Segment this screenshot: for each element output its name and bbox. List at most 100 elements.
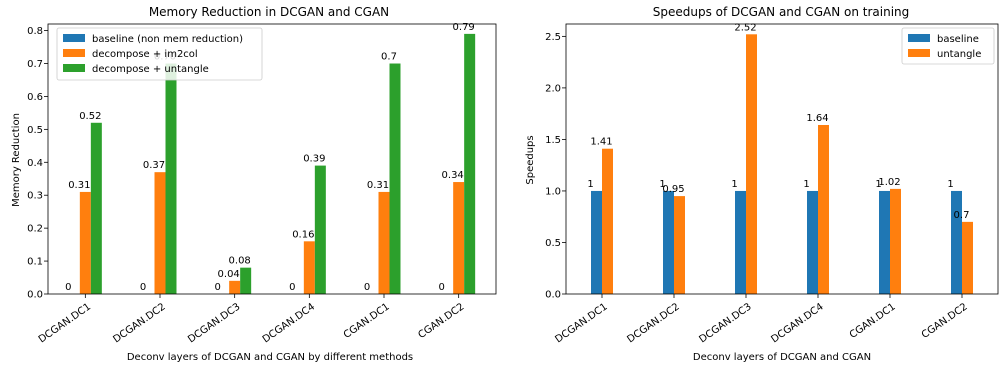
legend-entry: untangle xyxy=(937,49,981,60)
y-axis-label: Speedups xyxy=(525,135,536,184)
legend-swatch xyxy=(63,64,85,72)
x-tick-label: CGAN.DC2 xyxy=(416,301,466,341)
bar xyxy=(389,63,401,295)
chart-title: Memory Reduction in DCGAN and CGAN xyxy=(149,5,389,19)
x-tick-label: DCGAN.DC2 xyxy=(111,301,167,345)
data-label: 0.08 xyxy=(229,256,251,267)
data-label: 0 xyxy=(364,282,370,293)
data-label: 1 xyxy=(587,179,593,190)
data-label: 1 xyxy=(947,179,953,190)
data-label: 1 xyxy=(875,179,881,190)
y-tick-label: 2.5 xyxy=(545,32,561,43)
bars xyxy=(79,33,476,295)
bar xyxy=(602,148,613,294)
x-tick-label: DCGAN.DC3 xyxy=(697,301,753,345)
data-label: 1 xyxy=(803,179,809,190)
y-tick-label: 0.6 xyxy=(27,92,43,103)
bar xyxy=(890,188,901,294)
x-ticks: DCGAN.DC1 DCGAN.DC2 DCGAN.DC3 DCGAN.DC4 CGAN… xyxy=(553,294,970,345)
data-label: 1.41 xyxy=(590,137,612,148)
data-label: 0.7 xyxy=(954,210,970,221)
bar xyxy=(229,280,241,294)
bar xyxy=(154,172,166,294)
legend-entry: baseline xyxy=(937,34,979,45)
bar xyxy=(591,190,602,294)
legend-swatch xyxy=(908,34,930,42)
data-label: 0.95 xyxy=(662,184,684,195)
x-tick-label: DCGAN.DC2 xyxy=(625,301,681,345)
bar xyxy=(746,34,757,294)
data-label: 0.37 xyxy=(143,160,165,171)
bar xyxy=(314,165,326,294)
data-label: 0 xyxy=(140,282,146,293)
data-label: 0.79 xyxy=(453,22,475,33)
data-label: 0.34 xyxy=(442,170,464,181)
bar xyxy=(663,190,674,294)
speedups-chart: Speedups of DCGAN and CGAN on training S… xyxy=(525,5,999,363)
plot-frame xyxy=(565,23,999,295)
y-tick-label: 1.0 xyxy=(545,186,561,197)
bar xyxy=(453,182,465,294)
bar xyxy=(962,221,973,294)
y-tick-label: 0.3 xyxy=(27,191,43,202)
bar xyxy=(90,122,102,294)
legend-box xyxy=(56,27,263,81)
x-tick-label: DCGAN.DC4 xyxy=(261,301,317,345)
legend-swatch xyxy=(63,34,85,42)
data-label: 0.16 xyxy=(292,229,314,240)
data-label: 1.02 xyxy=(878,177,900,188)
bar xyxy=(165,63,177,295)
data-label: 0 xyxy=(65,282,71,293)
x-tick-label: DCGAN.DC4 xyxy=(769,301,825,345)
y-tick-label: 0.5 xyxy=(545,238,561,249)
x-tick-label: DCGAN.DC3 xyxy=(186,301,242,345)
y-tick-label: 1.5 xyxy=(545,135,561,146)
y-tick-label: 0.7 xyxy=(27,59,43,70)
bar xyxy=(879,190,890,294)
y-ticks: 0.0 0.1 0.2 0.3 0.4 0.5 0.6 0.7 0.8 xyxy=(27,26,48,301)
memory-reduction-chart: Memory Reduction in DCGAN and CGAN Memor… xyxy=(11,5,497,363)
x-ticks: DCGAN.DC1 DCGAN.DC2 DCGAN.DC3 DCGAN.DC4 CGAN… xyxy=(37,294,466,345)
legend: baseline (non mem reduction) decompose + … xyxy=(56,27,263,81)
y-axis-label: Memory Reduction xyxy=(11,113,22,207)
data-labels: 1 1 1 1 1 1 1.41 0.95 2.52 1.64 1.02 0.7 xyxy=(587,22,969,221)
x-tick-label: DCGAN.DC1 xyxy=(37,301,93,345)
data-label: 2.52 xyxy=(734,22,756,33)
data-label: 0.7 xyxy=(381,52,397,63)
legend-entry: decompose + im2col xyxy=(92,49,198,60)
data-label: 1 xyxy=(731,179,737,190)
data-label: 0 xyxy=(214,282,220,293)
legend: baseline untangle xyxy=(901,27,995,65)
data-label: 0.39 xyxy=(303,154,325,165)
data-label: 0 xyxy=(289,282,295,293)
data-label: 0.52 xyxy=(79,111,101,122)
x-axis-label: Deconv layers of DCGAN and CGAN by diffe… xyxy=(127,352,413,363)
bars xyxy=(591,34,973,294)
data-label: 0.31 xyxy=(68,180,90,191)
legend-swatch xyxy=(63,49,85,57)
y-tick-label: 0.4 xyxy=(27,158,43,169)
legend-swatch xyxy=(908,49,930,57)
bar xyxy=(735,190,746,294)
data-label: 0.04 xyxy=(218,269,240,280)
x-tick-label: DCGAN.DC1 xyxy=(553,301,609,345)
bar xyxy=(240,267,252,294)
data-label: 1 xyxy=(659,179,665,190)
legend-entry: decompose + untangle xyxy=(92,64,209,75)
legend-entry: baseline (non mem reduction) xyxy=(92,34,243,45)
bar xyxy=(378,191,390,294)
bar xyxy=(464,33,476,294)
y-ticks: 0.0 0.5 1.0 1.5 2.0 2.5 xyxy=(545,32,566,301)
data-label: 0 xyxy=(438,282,444,293)
chart-title: Speedups of DCGAN and CGAN on training xyxy=(653,5,910,19)
y-tick-label: 0.2 xyxy=(27,224,43,235)
x-tick-label: CGAN.DC1 xyxy=(342,301,392,341)
y-tick-label: 2.0 xyxy=(545,83,561,94)
y-tick-label: 0.5 xyxy=(27,125,43,136)
y-tick-label: 0.8 xyxy=(27,26,43,37)
bar xyxy=(79,191,91,294)
y-tick-label: 0.0 xyxy=(545,290,561,301)
bar xyxy=(674,196,685,294)
y-tick-label: 0.0 xyxy=(27,290,43,301)
